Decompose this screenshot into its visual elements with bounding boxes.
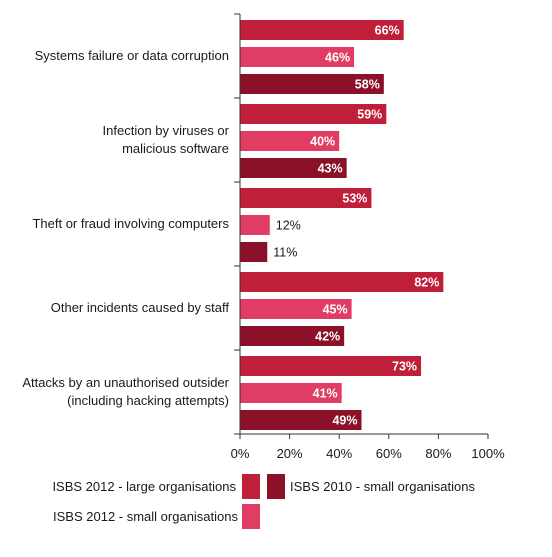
bar [240, 299, 352, 319]
category-label: Systems failure or data corruption [35, 48, 229, 63]
data-label: 73% [392, 360, 417, 374]
data-label: 45% [323, 303, 348, 317]
bar [240, 215, 270, 235]
category-label: (including hacking attempts) [67, 393, 229, 408]
legend-swatch [242, 474, 260, 499]
data-label: 12% [276, 219, 301, 233]
legend-label: ISBS 2010 - small organisations [290, 479, 475, 494]
bars-group: 66% 46% 58% 59% 40% 43% 53% 12% 11% 82% 45% 42% 73% 4… [240, 20, 444, 430]
data-label: 66% [375, 24, 400, 38]
bar [240, 272, 444, 292]
legend-swatch [267, 474, 285, 499]
category-label: Other incidents caused by staff [51, 300, 230, 315]
x-tick-label: 40% [326, 446, 352, 461]
bar [240, 131, 340, 151]
data-label: 43% [318, 162, 343, 176]
bar [240, 188, 372, 208]
data-label: 40% [310, 135, 335, 149]
legend-label: ISBS 2012 - large organisations [52, 479, 236, 494]
x-tick-label: 20% [277, 446, 303, 461]
x-tick-label: 100% [471, 446, 505, 461]
data-label: 82% [414, 276, 439, 290]
bar [240, 326, 345, 346]
category-label: Theft or fraud involving computers [32, 216, 229, 231]
x-tick-label: 0% [231, 446, 250, 461]
category-label: malicious software [122, 141, 229, 156]
data-label: 58% [355, 78, 380, 92]
bar [240, 104, 387, 124]
category-label: Infection by viruses or [103, 123, 230, 138]
data-label: 53% [342, 192, 367, 206]
bar [240, 242, 268, 262]
category-label: Attacks by an unauthorised outsider [22, 375, 229, 390]
data-label: 11% [273, 246, 297, 260]
bar [240, 410, 362, 430]
bar [240, 383, 342, 403]
bar [240, 356, 422, 376]
labels-group: Systems failure or data corruption Infect… [22, 48, 229, 408]
legend: ISBS 2012 - large organisations ISBS 2012… [52, 474, 475, 529]
bar [240, 158, 347, 178]
data-label: 49% [332, 414, 357, 428]
bar [240, 47, 355, 67]
data-label: 46% [325, 51, 350, 65]
x-tick-label: 60% [376, 446, 402, 461]
x-tick-label: 80% [425, 446, 451, 461]
data-label: 41% [313, 387, 338, 401]
axes-group: 0% 20% 40% 60% 80% 100% [231, 13, 505, 461]
bar [240, 20, 404, 40]
data-label: 59% [357, 108, 382, 122]
legend-swatch [242, 504, 260, 529]
data-label: 42% [315, 330, 340, 344]
legend-label: ISBS 2012 - small organisations [53, 509, 238, 524]
bar [240, 74, 384, 94]
